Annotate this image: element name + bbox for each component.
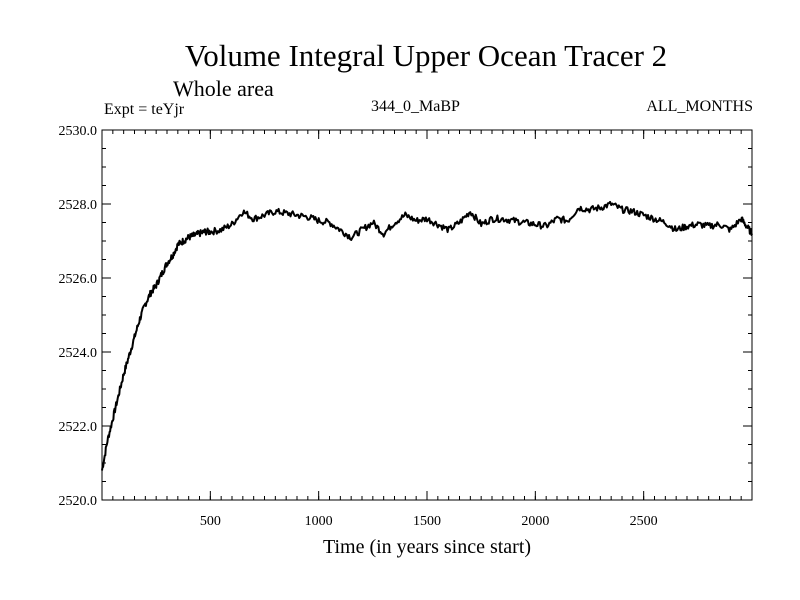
x-axis-label: Time (in years since start) bbox=[322, 536, 532, 558]
months-label: ALL_MONTHS bbox=[646, 98, 753, 115]
x-tick-label: 2000 bbox=[521, 514, 549, 529]
y-tick-label: 2520.0 bbox=[59, 494, 98, 509]
x-tick-label: 1500 bbox=[413, 514, 441, 529]
x-tick-label: 2500 bbox=[630, 514, 658, 529]
chart-title: Volume Integral Upper Ocean Tracer 2 bbox=[184, 38, 668, 73]
x-tick-label: 1000 bbox=[305, 514, 333, 529]
experiment-label: Expt = teYjr bbox=[104, 101, 185, 118]
axis-ticks bbox=[102, 129, 752, 501]
y-tick-label: 2526.0 bbox=[59, 272, 98, 287]
y-tick-label: 2530.0 bbox=[59, 124, 98, 139]
series-line-tracer-2 bbox=[101, 200, 753, 471]
period-label: 344_0_MaBP bbox=[371, 98, 460, 115]
y-tick-label: 2524.0 bbox=[59, 346, 98, 361]
y-tick-label: 2522.0 bbox=[59, 420, 98, 435]
chart-subtitle: Whole area bbox=[173, 76, 274, 101]
y-tick-label: 2528.0 bbox=[59, 198, 98, 213]
axis-tick-labels: 500 1000 1500 2000 2500 2520.0 2522.0 2524.0 252… bbox=[59, 124, 658, 529]
plot-frame bbox=[101, 129, 753, 501]
x-tick-label: 500 bbox=[200, 514, 221, 529]
